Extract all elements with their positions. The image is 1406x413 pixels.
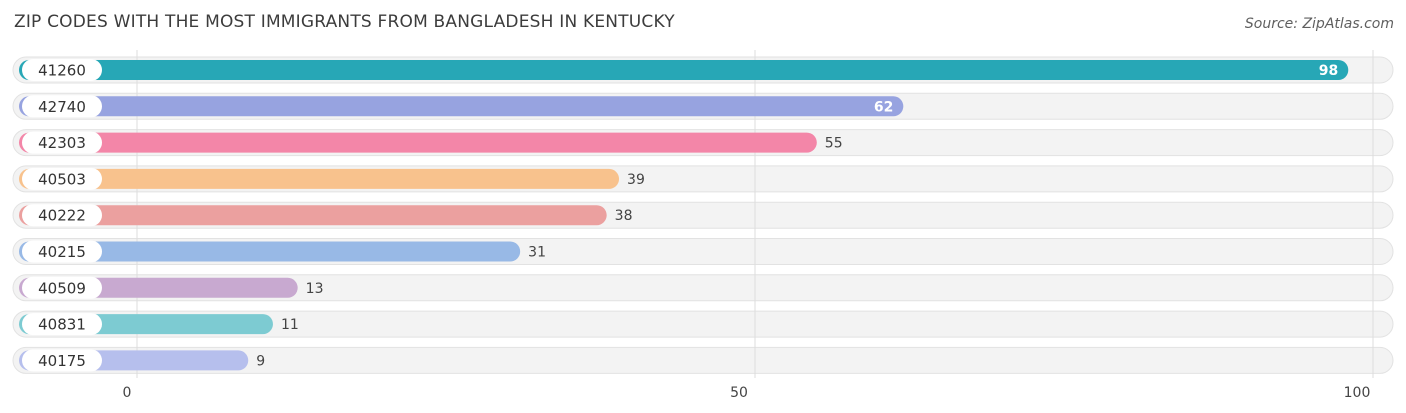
tick-label: 100 — [1344, 385, 1371, 401]
value-label: 55 — [825, 136, 843, 152]
category-label: 42303 — [38, 134, 86, 152]
category-label-bg — [22, 240, 102, 263]
category-label-bg — [22, 349, 102, 372]
bar-40215 — [19, 241, 521, 262]
bar-42740 — [19, 96, 904, 117]
category-label: 40175 — [38, 352, 86, 370]
value-label: 62 — [874, 99, 893, 115]
category-label-bg — [22, 131, 102, 154]
category-label: 42740 — [38, 98, 86, 116]
value-label: 11 — [281, 317, 299, 333]
value-label: 98 — [1319, 63, 1338, 79]
tick-label: 50 — [730, 385, 748, 401]
bar-track — [12, 346, 1394, 374]
category-label: 40215 — [38, 243, 86, 261]
category-label: 40831 — [38, 316, 86, 334]
bar-42303 — [19, 132, 817, 153]
category-label: 40222 — [38, 207, 86, 225]
category-label-bg — [22, 204, 102, 227]
category-label: 41260 — [38, 62, 86, 80]
bar-track — [12, 274, 1394, 302]
bar-41260 — [19, 60, 1349, 80]
source-credit: Source: ZipAtlas.com — [1244, 16, 1394, 32]
category-label: 40503 — [38, 170, 86, 188]
value-label: 13 — [306, 281, 324, 297]
value-label: 39 — [627, 172, 645, 188]
value-label: 31 — [528, 245, 546, 261]
category-label-bg — [22, 95, 102, 118]
bar-track — [12, 310, 1394, 338]
category-label-bg — [22, 59, 102, 81]
category-label-bg — [22, 313, 102, 336]
bar-40503 — [19, 168, 620, 189]
chart-title: ZIP CODES WITH THE MOST IMMIGRANTS FROM … — [14, 12, 675, 32]
category-label: 40509 — [38, 279, 86, 297]
category-label-bg — [22, 276, 102, 299]
bar-40222 — [19, 205, 607, 226]
value-label: 9 — [256, 353, 265, 369]
category-label-bg — [22, 167, 102, 190]
value-label: 38 — [615, 208, 633, 224]
tick-label: 0 — [123, 385, 132, 401]
